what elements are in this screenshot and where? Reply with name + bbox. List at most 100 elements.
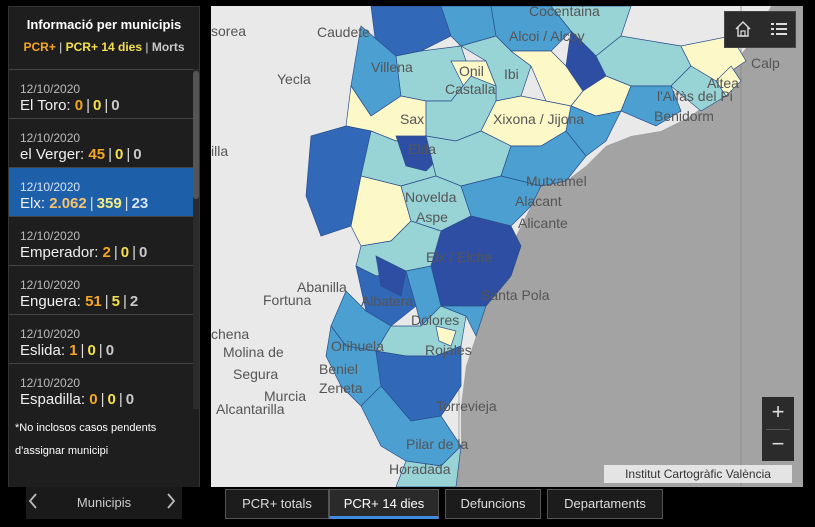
item-morts: 0: [111, 97, 120, 114]
map-label-molina: Molina de: [223, 344, 284, 360]
map-label-cocentaina: Cocentaina: [529, 6, 600, 19]
map-label-beniel: Beniel: [319, 361, 358, 377]
map-label-murcia: Murcia: [264, 388, 306, 404]
list-item[interactable]: 12/10/2020 El Toro: 0 | 0 | 0: [9, 69, 193, 118]
map-label-novelda: Novelda: [405, 189, 457, 205]
item-morts: 23: [131, 195, 149, 212]
list-scrollbar-thumb[interactable]: [193, 71, 199, 199]
footnote: *No inclosos casos pendents d'assignar m…: [15, 417, 195, 463]
map-label-lalfas: l'Alfàs del Pi: [657, 88, 733, 104]
municipality-area: [440, 305, 487, 337]
map-label-elda: Elda: [408, 141, 436, 157]
list-item[interactable]: 12/10/2020 Enguera: 51 | 5 | 2: [9, 265, 193, 314]
map-label-fortuna: Fortuna: [263, 292, 311, 308]
chevron-left-icon[interactable]: [28, 493, 38, 514]
map-label-zeneta: Zeneta: [319, 380, 363, 396]
sea-area: [456, 6, 803, 487]
footnote-line: *No inclosos casos pendents: [15, 422, 157, 434]
legend-pcr: PCR+: [23, 40, 56, 54]
item-name: Espadilla: [20, 391, 81, 408]
map-label-alcoi: Alcoi / Alcoy: [509, 28, 584, 44]
legend-morts: Morts: [151, 40, 185, 54]
item-pcr: 2.062: [49, 195, 87, 212]
item-name: Elx: [20, 195, 41, 212]
municipality-area: [375, 255, 407, 297]
item-pcr: 51: [85, 293, 102, 310]
map-label-orihuela: Orihuela: [331, 338, 384, 354]
item-pcr14: 359: [96, 195, 122, 212]
map-label-alcantarilla: Alcantarilla: [216, 401, 285, 417]
item-pcr: 1: [69, 342, 78, 359]
map-label-horadada: Horadada: [389, 461, 451, 477]
map-label-calp: Calp: [751, 55, 780, 71]
map-label-albatera: Albatera: [361, 293, 413, 309]
map-label-sorea: sorea: [211, 23, 246, 39]
chevron-right-icon[interactable]: [166, 493, 176, 514]
zoom-control: + −: [762, 397, 794, 461]
list-item[interactable]: 12/10/2020 Eslida: 1 | 0 | 0: [9, 314, 193, 363]
map-label-elx: Elx / Elche: [426, 249, 492, 265]
municipis-pager: Municipis: [8, 487, 200, 519]
list-item[interactable]: 12/10/2020 Emperador: 2 | 0 | 0: [9, 216, 193, 265]
map-label-sax: Sax: [400, 111, 424, 127]
map-label-benidorm: Benidorm: [654, 108, 714, 124]
item-name: Enguera: [20, 293, 77, 310]
tab-pcr-totals[interactable]: PCR+ totals: [225, 489, 329, 519]
map-label-santapola: Santa Pola: [481, 287, 550, 303]
list-item-selected[interactable]: 12/10/2020 Elx: 2.062 | 359 | 23: [9, 167, 193, 216]
zoom-out-button[interactable]: −: [771, 431, 785, 456]
municipality-list[interactable]: 12/10/2020 El Toro: 0 | 0 | 0 12/10/2020 el …: [9, 69, 193, 409]
list-item[interactable]: 12/10/2020 el Verger: 45 | 0 | 0: [9, 118, 193, 167]
map-label-ibi: Ibi: [504, 66, 519, 82]
list-scrollbar-track[interactable]: [193, 69, 199, 409]
map-label-dolores: Dolores: [411, 312, 459, 328]
tab-bar: PCR+ totals PCR+ 14 dies Defuncions Depa…: [211, 487, 803, 521]
item-date: 12/10/2020: [20, 327, 81, 341]
municipality-area: [435, 325, 457, 347]
item-morts: 0: [139, 244, 148, 261]
map-canvas[interactable]: Caudete Yecla Villena Onil Ibi Castalla …: [211, 6, 803, 487]
panel-title: Informació per municipis: [26, 17, 182, 32]
item-pcr: 0: [89, 391, 98, 408]
item-pcr14: 5: [111, 293, 120, 310]
map-label-caudete: Caudete: [317, 24, 370, 40]
tab-defuncions[interactable]: Defuncions: [445, 489, 541, 519]
item-pcr: 0: [74, 97, 84, 114]
zoom-in-button[interactable]: +: [771, 399, 785, 424]
municipality-area: [715, 65, 742, 97]
item-date: 12/10/2020: [20, 82, 81, 96]
tab-pcr-14-dies[interactable]: PCR+ 14 dies: [329, 489, 439, 519]
item-pcr: 45: [88, 146, 106, 163]
municipality-area: [620, 85, 682, 127]
tab-departaments[interactable]: Departaments: [547, 489, 663, 519]
legend-sep: |: [59, 40, 63, 54]
pager-label: Municipis: [76, 495, 132, 510]
map-label-yecla: Yecla: [277, 71, 311, 87]
legend-pcr14: PCR+ 14 dies: [65, 40, 143, 54]
map-label-castalla: Castalla: [445, 81, 496, 97]
map-label-xixona: Xixona / Jijona: [493, 111, 584, 127]
list-icon[interactable]: [761, 12, 796, 47]
item-name: el Verger: [20, 146, 81, 163]
item-pcr14: 0: [120, 244, 130, 261]
map-label-rojales: Rojales: [425, 342, 472, 358]
map-label-aspe: Aspe: [416, 209, 448, 225]
map-label-villena: Villena: [371, 59, 413, 75]
item-name: Eslida: [20, 342, 61, 359]
list-item[interactable]: 12/10/2020 Espadilla: 0 | 0 | 0: [9, 363, 193, 409]
home-icon[interactable]: [725, 12, 760, 47]
item-morts: 2: [129, 293, 139, 310]
legend-sep: |: [145, 40, 149, 54]
item-morts: 0: [133, 146, 142, 163]
map-label-chena: chena: [211, 326, 249, 342]
item-date: 12/10/2020: [20, 376, 81, 390]
item-pcr14: 0: [87, 342, 96, 359]
map-label-onil: Onil: [459, 63, 484, 79]
item-pcr: 2: [102, 244, 111, 261]
map-view[interactable]: Caudete Yecla Villena Onil Ibi Castalla …: [211, 6, 803, 487]
footnote-line: d'assignar municipi: [15, 445, 109, 457]
map-toolbar: [724, 11, 796, 48]
item-morts: 0: [125, 391, 135, 408]
item-pcr14: 0: [93, 97, 102, 114]
item-date: 12/10/2020: [20, 278, 81, 292]
